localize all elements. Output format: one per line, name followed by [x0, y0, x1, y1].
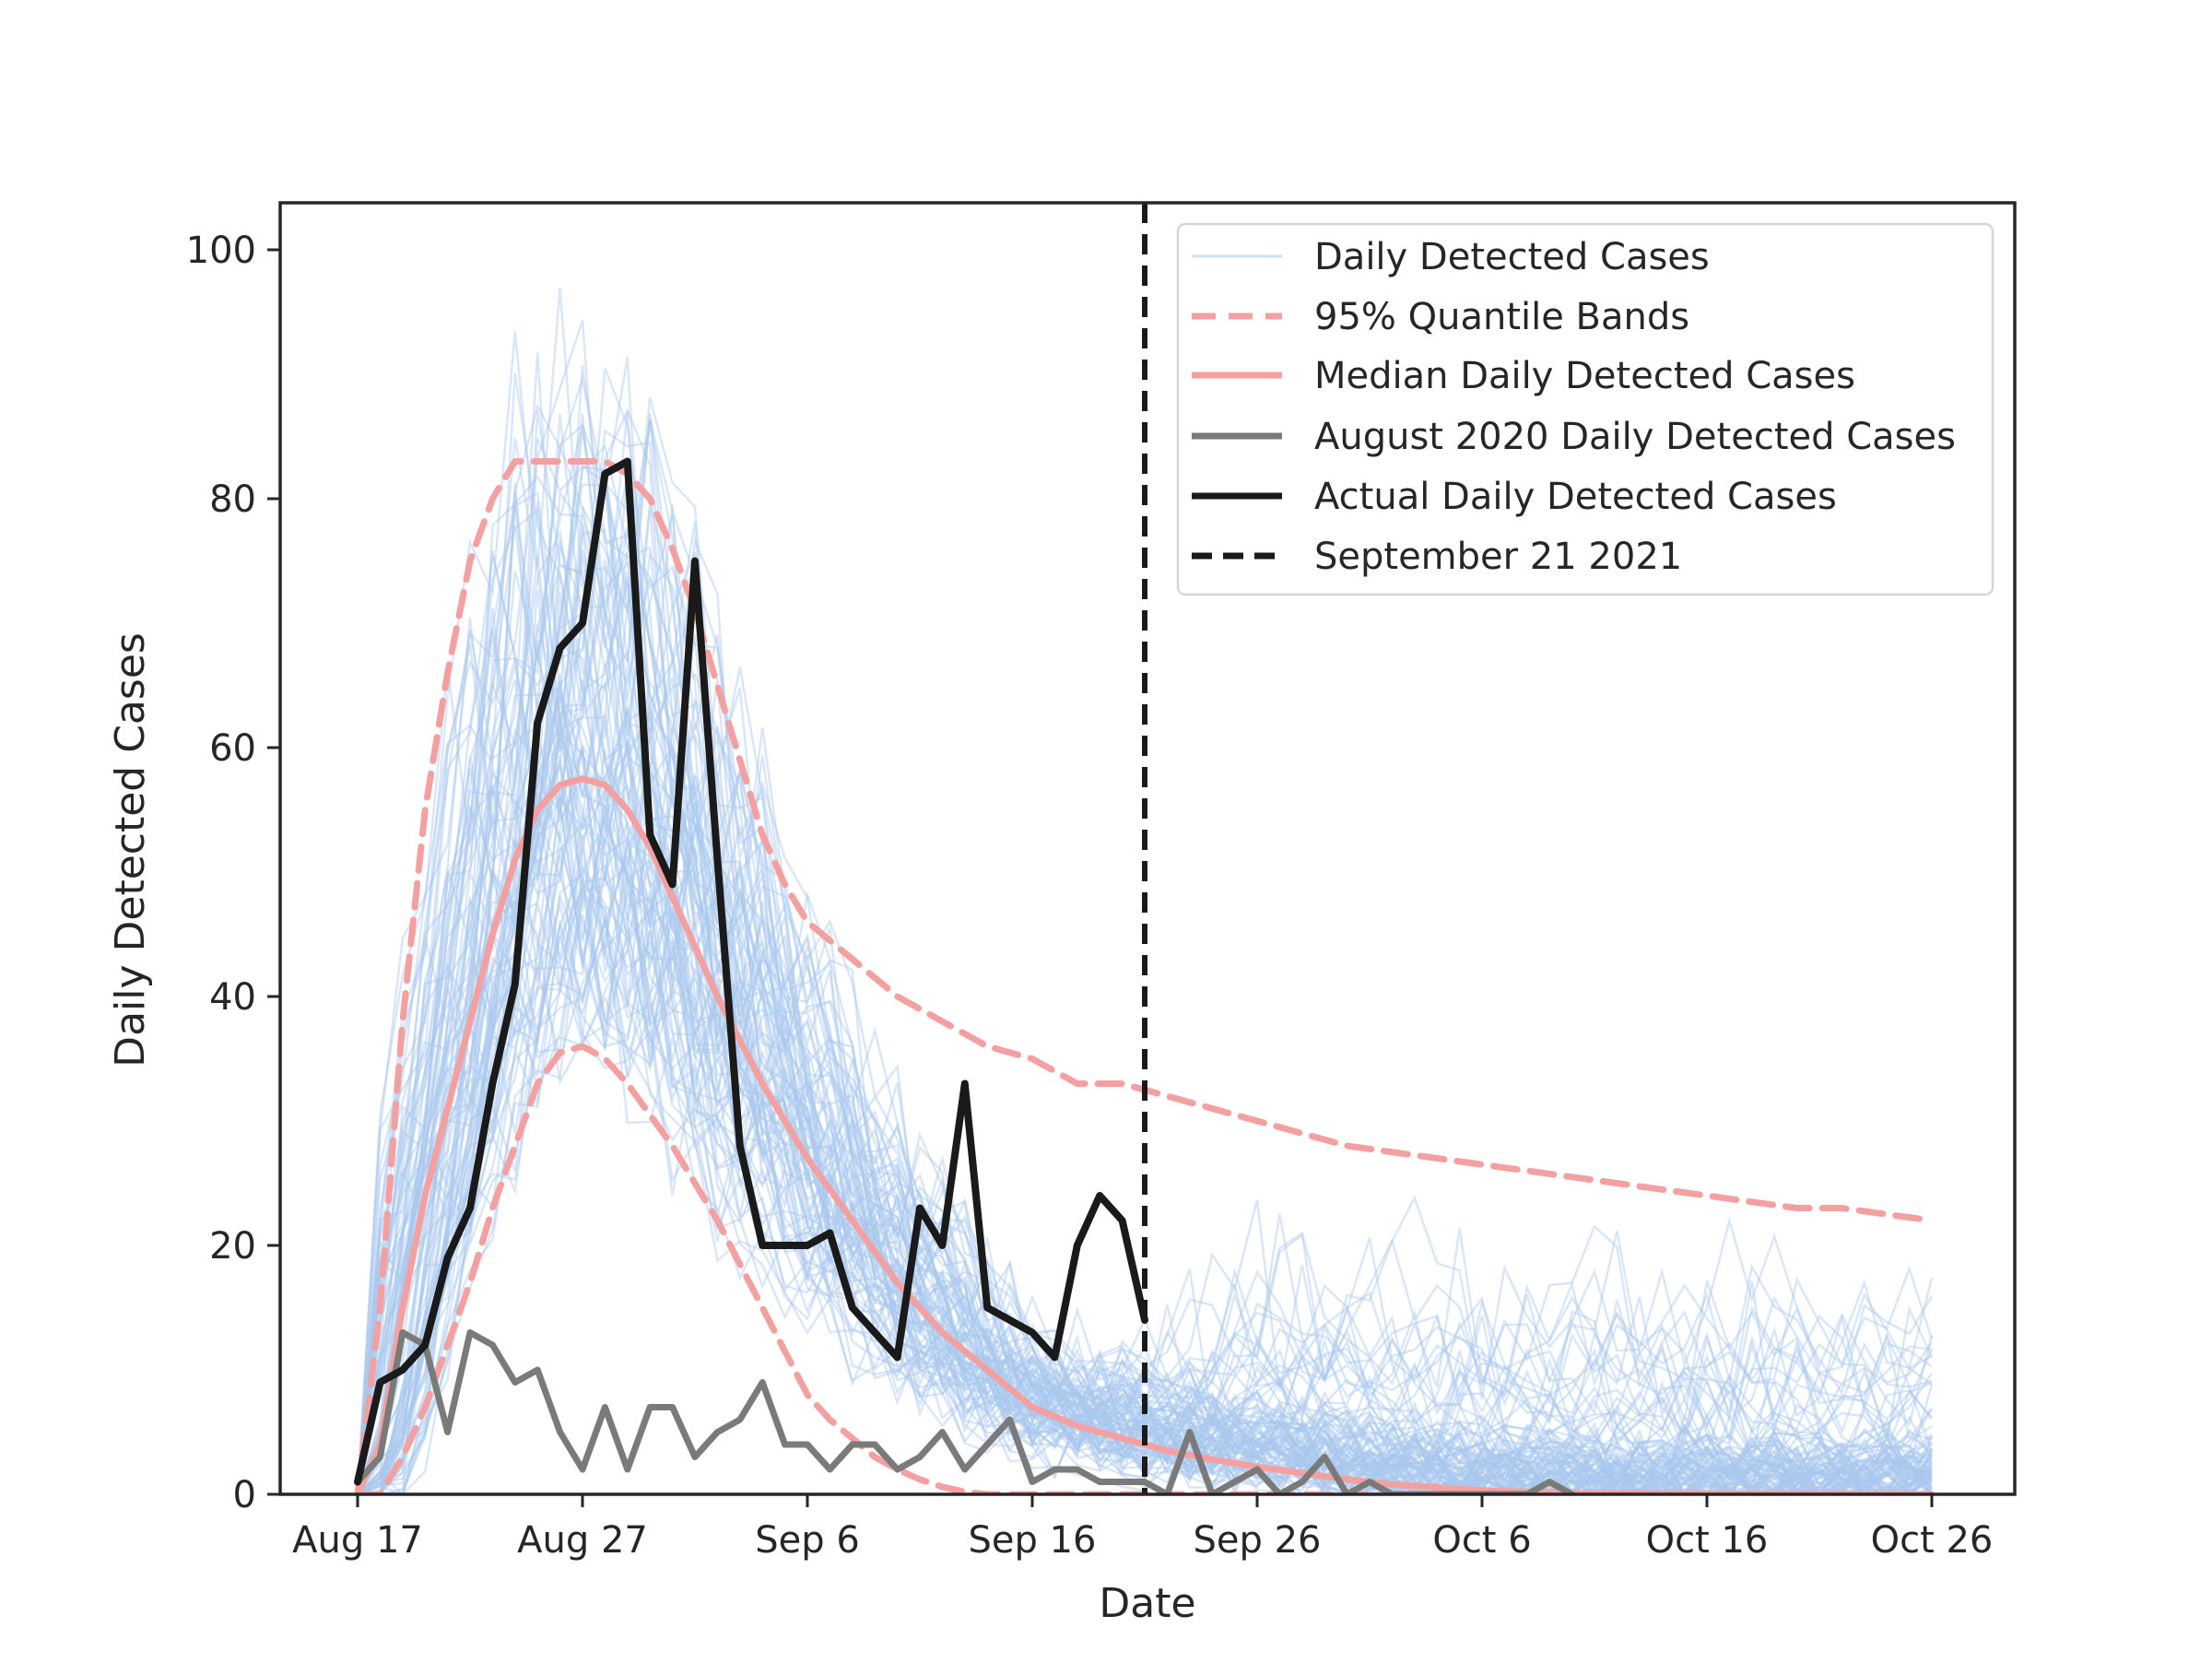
simulated-trajectory-line — [358, 893, 1933, 1494]
y-tick-label: 40 — [209, 976, 256, 1019]
simulated-trajectory-line — [356, 870, 1933, 1494]
plot-frame — [278, 201, 2017, 1496]
simulated-trajectory-line — [356, 525, 1933, 1494]
x-tick-label: Sep 26 — [1193, 1519, 1321, 1562]
y-tick-label: 60 — [209, 727, 256, 770]
simulated-trajectory-line — [357, 396, 1933, 1494]
simulated-trajectory-line — [356, 320, 1933, 1494]
y-tick-label: 20 — [209, 1225, 256, 1268]
simulated-trajectory-line — [358, 719, 1933, 1494]
simulated-trajectory-line — [356, 464, 1933, 1494]
simulated-trajectory-line — [356, 935, 1932, 1494]
y-tick-label: 100 — [186, 230, 256, 272]
simulated-trajectory-line — [356, 740, 1933, 1494]
x-tick-label: Oct 16 — [1646, 1519, 1769, 1562]
legend-label: September 21 2021 — [1314, 536, 1682, 578]
legend-label: 95% Quantile Bands — [1314, 296, 1689, 338]
simulated-trajectory-line — [358, 823, 1933, 1494]
simulated-trajectory-line — [356, 872, 1933, 1494]
y-tick-label: 0 — [233, 1474, 256, 1516]
legend-box — [1176, 222, 1994, 596]
legend-label: August 2020 Daily Detected Cases — [1314, 416, 1956, 458]
simulated-trajectory-line — [356, 832, 1934, 1494]
y-axis-label: Daily Detected Cases — [107, 632, 154, 1067]
simulated-trajectory-line — [358, 732, 1933, 1494]
legend-label: Daily Detected Cases — [1314, 236, 1710, 278]
simulated-trajectory-line — [356, 410, 1934, 1494]
simulated-trajectory-line — [358, 658, 1933, 1494]
simulated-trajectory-line — [357, 837, 1933, 1494]
x-tick-label: Aug 17 — [292, 1519, 423, 1562]
x-tick-label: Oct 26 — [1871, 1519, 1994, 1562]
august-2020-line — [354, 1329, 1576, 1494]
simulated-trajectory-line — [357, 877, 1933, 1494]
median-line — [354, 775, 1936, 1494]
actual-cases-line — [354, 457, 1148, 1486]
axes-group: 0 20 40 60 80 100 Aug 17 Aug 27 Sep 6 Sep 16 Sep 2… — [186, 201, 2017, 1562]
x-tick-label: Sep 16 — [968, 1519, 1096, 1562]
simulated-trajectory-line — [356, 554, 1934, 1494]
simulated-trajectory-line — [358, 855, 1933, 1494]
x-axis-label: Date — [1099, 1580, 1195, 1627]
simulated-trajectory-line — [356, 372, 1934, 1494]
simulated-trajectory-line — [356, 437, 1933, 1494]
simulated-trajectory-line — [357, 786, 1933, 1494]
simulated-trajectory-line — [357, 805, 1933, 1494]
legend: Daily Detected Cases 95% Quantile Bands Me… — [1176, 222, 1994, 596]
simulated-trajectory-line — [357, 412, 1933, 1494]
y-tick-label: 80 — [209, 478, 256, 521]
legend-label: Median Daily Detected Cases — [1314, 355, 1855, 397]
x-tick-label: Sep 6 — [755, 1519, 860, 1562]
simulated-trajectory-line — [356, 590, 1934, 1494]
lower-quantile-band-line — [354, 1043, 1936, 1494]
legend-label: Actual Daily Detected Cases — [1314, 476, 1837, 518]
x-tick-label: Oct 6 — [1432, 1519, 1531, 1562]
simulated-trajectory-line — [356, 880, 1933, 1494]
main-series-group — [354, 203, 1576, 1494]
x-tick-label: Aug 27 — [517, 1519, 648, 1562]
simulated-trajectory-line — [356, 739, 1934, 1494]
quantile-band-group — [354, 458, 1936, 1494]
simulated-trajectory-line — [357, 872, 1933, 1494]
simulated-trajectory-line — [356, 555, 1933, 1494]
simulated-trajectory-line — [358, 443, 1933, 1494]
upper-quantile-band-line — [354, 458, 1936, 1494]
